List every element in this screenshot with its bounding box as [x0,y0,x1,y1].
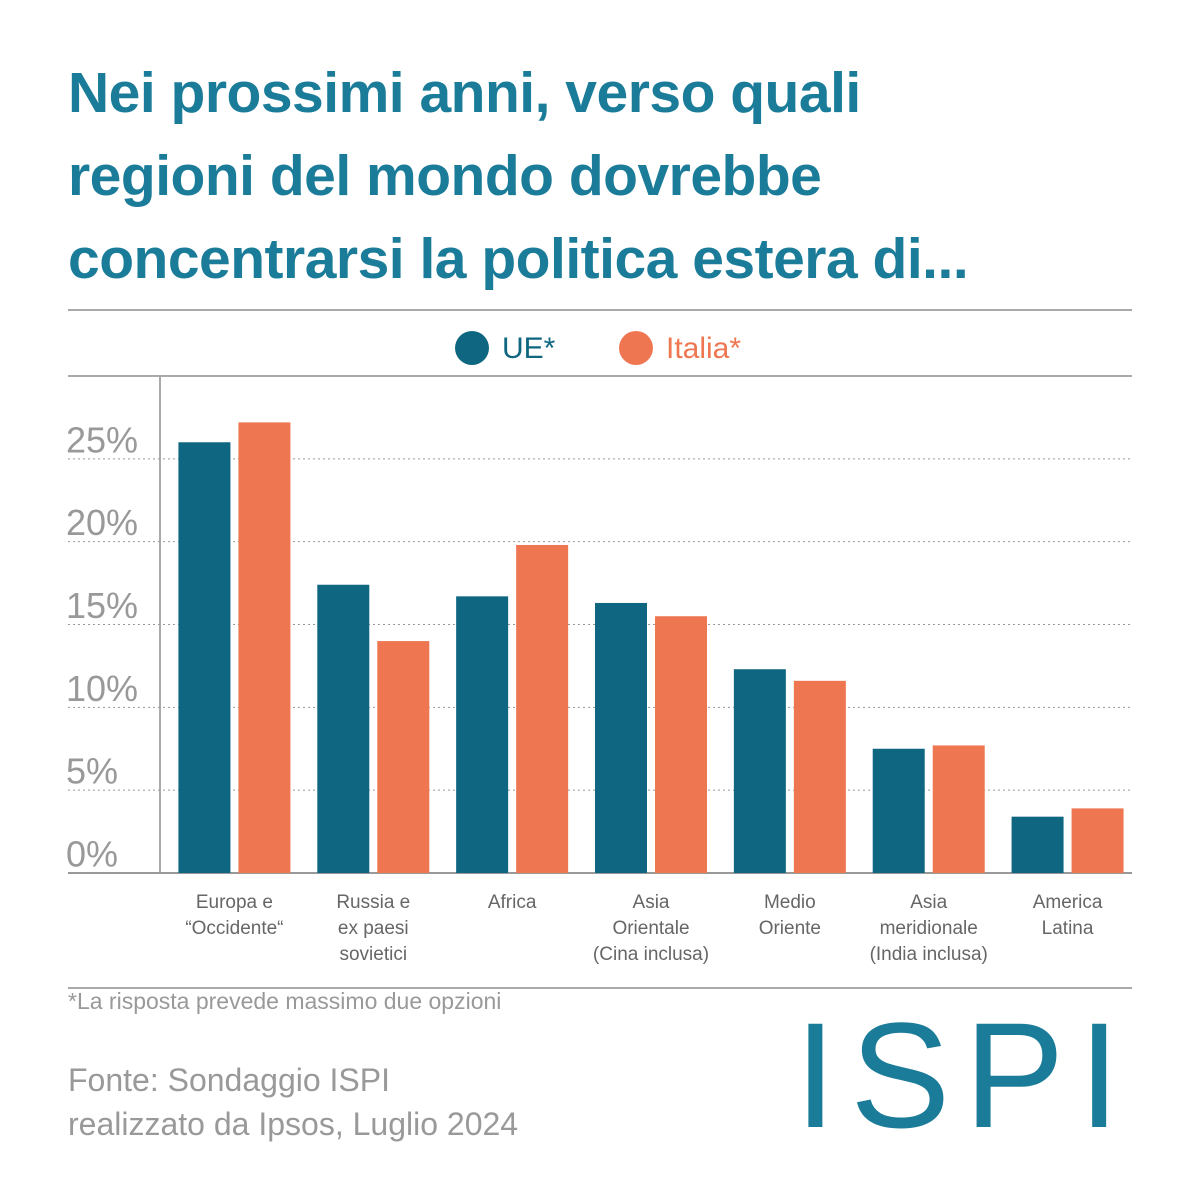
x-tick-label: America Latina [1032,892,1103,939]
x-tick-label: Asia meridionale (India inclusa) [869,892,988,965]
x-tick-label: Medio Oriente [758,892,821,939]
bar [456,596,509,873]
legend-marker [455,331,489,365]
bar [655,616,707,873]
chart-title: Nei prossimi anni, verso quali regioni d… [68,61,969,291]
bar [317,584,370,873]
y-tick-label: 10% [66,668,138,709]
bar [793,680,846,873]
x-tick-label: Russia e ex paesi sovietici [336,892,411,965]
y-tick-label: 0% [66,834,118,875]
x-tick-label: Asia Orientale (Cina inclusa) [592,892,710,965]
bar [516,544,569,873]
logo: ISPI [794,991,1134,1159]
bar [932,745,985,873]
y-tick-label: 5% [66,751,118,792]
legend-marker [619,331,653,365]
bar [1071,808,1124,873]
y-tick-label: 15% [66,585,138,626]
bar [377,641,430,873]
legend-label: Italia* [666,332,741,365]
y-tick-label: 25% [66,419,138,460]
x-tick-label: Africa [487,892,537,913]
bar [595,602,647,873]
y-tick-label: 20% [66,502,138,543]
source: Fonte: Sondaggio ISPI realizzato da Ipso… [68,1062,519,1142]
bar [872,748,925,873]
bar [1011,816,1064,873]
bar [238,422,291,873]
x-tick-label: Europa e “Occidente“ [185,892,284,939]
bar [178,442,231,873]
footnote: *La risposta prevede massimo due opzioni [68,988,502,1014]
bar [733,669,786,873]
legend-label: UE* [502,332,556,365]
